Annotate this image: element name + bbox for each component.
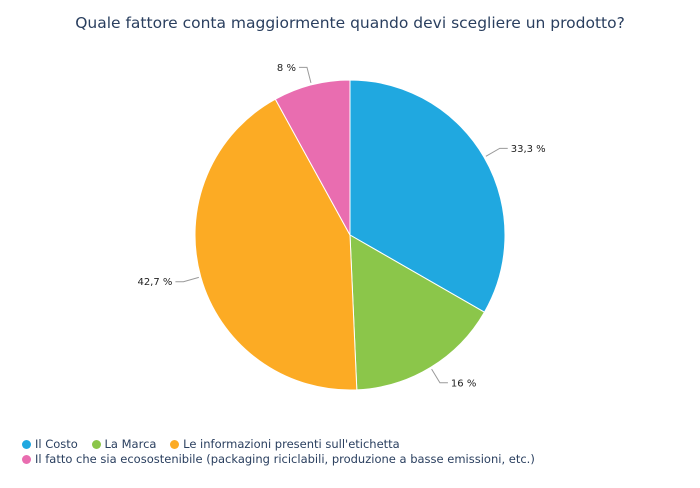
data-label-etichetta: 42,7 % <box>137 277 172 288</box>
legend-row-2: Il fatto che sia ecosostenibile (packagi… <box>22 452 682 467</box>
legend-item-marca[interactable]: La Marca <box>91 437 157 452</box>
chart-title: Quale fattore conta maggiormente quando … <box>75 14 625 32</box>
legend-marker-etichetta <box>170 440 180 449</box>
legend-row-1: Il Costo La Marca Le informazioni presen… <box>22 437 682 452</box>
pie-slice-marca[interactable] <box>349 234 486 391</box>
leader-line-marca <box>431 368 448 384</box>
legend-item-etichetta[interactable]: Le informazioni presenti sull'etichetta <box>170 437 400 452</box>
legend-label-etichetta: Le informazioni presenti sull'etichetta <box>183 437 400 451</box>
legend-label-marca: La Marca <box>104 437 157 451</box>
pie-slice-etichetta[interactable] <box>194 98 358 391</box>
legend-label-ecosostenibile: Il fatto che sia ecosostenibile (packagi… <box>35 452 535 466</box>
legend-marker-ecosostenibile <box>22 455 31 464</box>
pie-slice-costo[interactable] <box>349 79 506 313</box>
leader-line-etichetta <box>175 276 199 283</box>
legend-marker-costo <box>22 440 31 449</box>
data-label-marca: 16 % <box>451 378 476 389</box>
leader-line-ecosostenibile <box>298 66 312 84</box>
legend-item-ecosostenibile[interactable]: Il fatto che sia ecosostenibile (packagi… <box>22 452 535 467</box>
legend-item-costo[interactable]: Il Costo <box>22 437 78 452</box>
leader-line-costo <box>485 147 508 157</box>
legend: Il Costo La Marca Le informazioni presen… <box>22 437 682 467</box>
pie-slice-ecosostenibile[interactable] <box>274 79 351 236</box>
data-label-costo: 33,3 % <box>511 144 546 155</box>
data-label-ecosostenibile: 8 % <box>277 63 296 74</box>
legend-marker-marca <box>91 440 101 449</box>
legend-label-costo: Il Costo <box>35 437 78 451</box>
